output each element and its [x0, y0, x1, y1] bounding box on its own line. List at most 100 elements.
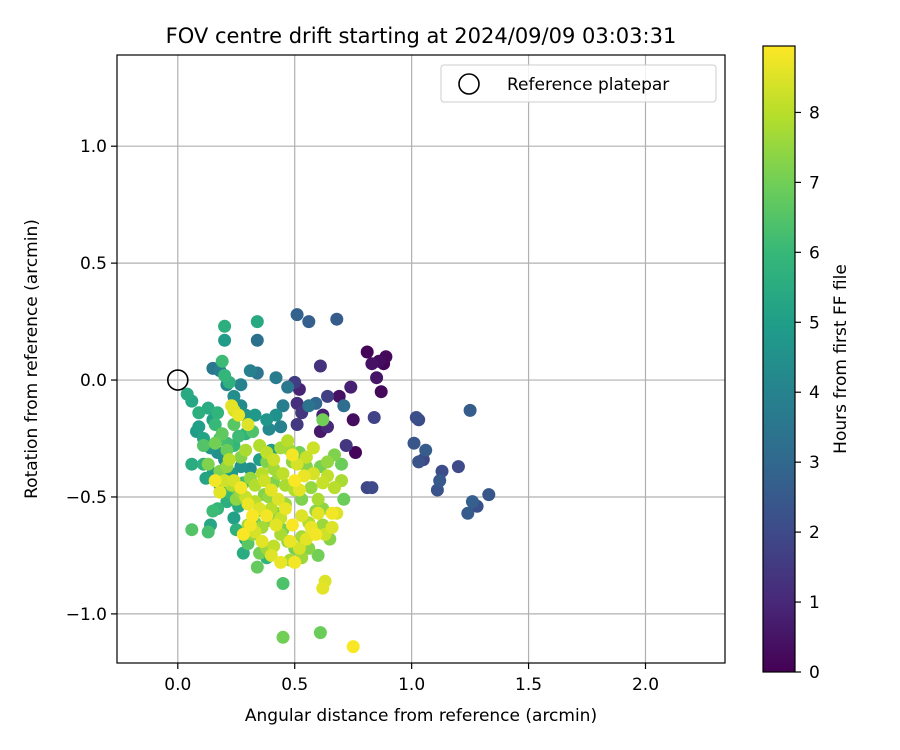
scatter-point	[260, 413, 274, 427]
scatter-point	[302, 399, 316, 413]
x-tick-label: 0.0	[164, 675, 191, 695]
colorbar-tick-label: 0	[809, 663, 820, 683]
legend-marker-open-circle	[458, 73, 480, 95]
scatter-point	[290, 418, 304, 431]
scatter-point	[295, 509, 309, 523]
scatter-point	[218, 333, 232, 347]
y-tick-label: −0.5	[66, 488, 107, 508]
chart-title: FOV centre drift starting at 2024/09/09 …	[166, 24, 677, 48]
scatter-point	[365, 357, 379, 371]
scatter-point	[274, 555, 288, 569]
scatter-point	[222, 453, 236, 467]
y-tick-label: −1.0	[66, 605, 107, 625]
scatter-point	[241, 497, 255, 511]
scatter-point	[255, 534, 269, 548]
legend-label: Reference platepar	[507, 75, 669, 95]
scatter-point	[321, 455, 334, 469]
scatter-point	[281, 380, 295, 394]
scatter-point	[370, 371, 384, 385]
scatter-point	[218, 319, 232, 333]
scatter-point	[227, 511, 241, 525]
scatter-point	[250, 315, 264, 329]
x-tick-label: 0.5	[281, 675, 308, 695]
scatter-point	[311, 548, 325, 562]
scatter-point	[218, 474, 232, 488]
scatter-point	[346, 640, 360, 654]
scatter-point	[208, 436, 222, 450]
x-axis-label: Angular distance from reference (arcmin)	[245, 706, 597, 726]
colorbar-tick-label: 6	[809, 243, 820, 263]
scatter-point	[302, 315, 316, 329]
scatter-point	[325, 506, 339, 520]
scatter-point	[306, 441, 320, 455]
scatter-point	[465, 495, 479, 509]
scatter-point	[180, 387, 194, 401]
scatter-point	[276, 399, 290, 413]
scatter-point	[339, 439, 353, 452]
scatter-point	[276, 467, 290, 481]
scatter-point	[412, 455, 426, 469]
scatter-point	[290, 308, 304, 322]
scatter-point	[274, 420, 288, 434]
scatter-point	[304, 481, 318, 495]
scatter-point	[288, 474, 302, 488]
data-points	[180, 308, 496, 654]
scatter-point	[311, 492, 325, 506]
scatter-point	[201, 457, 215, 471]
y-tick-label: 1.0	[80, 137, 107, 157]
scatter-point	[360, 345, 374, 359]
colorbar-tick-label: 8	[809, 103, 820, 123]
scatter-point	[234, 481, 248, 495]
scatter-point	[321, 389, 334, 403]
scatter-point	[281, 434, 295, 448]
colorbar-label: Hours from first FF file	[831, 264, 851, 454]
legend: Reference platepar	[440, 64, 717, 103]
colorbar-tick-label: 3	[809, 453, 820, 473]
scatter-point	[367, 411, 381, 424]
scatter-point	[313, 359, 327, 373]
scatter-point	[278, 502, 292, 516]
scatter-point	[409, 411, 423, 424]
scatter-point	[269, 371, 283, 385]
scatter-point	[243, 364, 257, 378]
scatter-point	[463, 403, 477, 417]
scatter-point	[241, 418, 255, 431]
scatter-point	[374, 385, 388, 399]
x-tick-label: 2.0	[632, 675, 659, 695]
y-axis-label: Rotation from reference (arcmin)	[22, 219, 42, 499]
x-axis-ticks: 0.0 0.5 1.0 1.5 2.0	[164, 663, 659, 695]
scatter-point	[232, 429, 246, 443]
scatter-point	[419, 443, 433, 457]
scatter-point	[215, 427, 229, 441]
scatter-point	[185, 523, 199, 537]
scatter-point	[192, 420, 206, 434]
scatter-point	[250, 333, 264, 347]
scatter-point	[269, 518, 283, 532]
scatter-point	[246, 509, 260, 523]
scatter-point	[344, 380, 358, 394]
scatter-point	[337, 399, 351, 413]
x-tick-label: 1.0	[398, 675, 425, 695]
scatter-point	[218, 368, 232, 382]
grid-lines	[117, 55, 725, 663]
scatter-point	[276, 577, 290, 590]
colorbar-tick-label: 7	[809, 173, 820, 193]
scatter-point	[197, 439, 210, 452]
scatter-point	[283, 534, 297, 548]
scatter-point	[276, 630, 290, 644]
scatter-point	[325, 520, 339, 534]
scatter-point	[451, 460, 465, 474]
scatter-point	[288, 555, 302, 569]
colorbar-tick-label: 5	[809, 313, 820, 333]
scatter-point	[335, 457, 348, 471]
scatter-point	[232, 408, 246, 422]
scatter-point	[213, 485, 227, 499]
legend-box	[440, 64, 717, 103]
scatter-point	[234, 460, 248, 474]
scatter-point	[225, 399, 239, 413]
scatter-point	[299, 450, 313, 464]
scatter-point	[349, 446, 362, 459]
scatter-point	[264, 548, 278, 562]
scatter-point	[208, 474, 222, 488]
